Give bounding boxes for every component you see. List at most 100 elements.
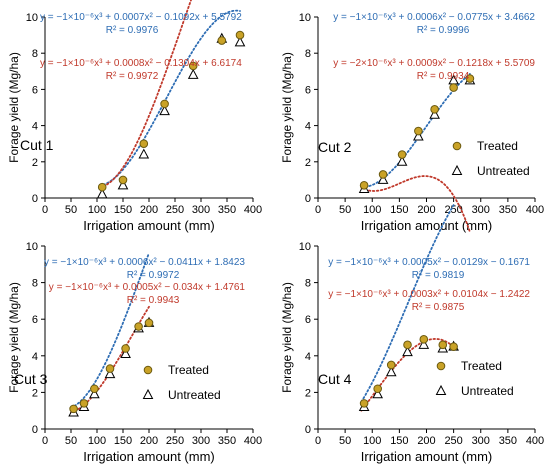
untreated-point	[385, 366, 397, 377]
treated-point	[105, 364, 115, 373]
x-tick-label: 0	[42, 204, 48, 216]
r2-red: R² = 0.9972	[106, 71, 159, 82]
x-tick-label: 250	[166, 435, 184, 447]
legend-untreated-marker	[142, 388, 154, 399]
x-tick-label: 350	[499, 204, 517, 216]
y-axis-label: Forage yield (Mg/ha)	[7, 52, 21, 163]
treated-point	[414, 126, 423, 136]
equation-blue: y = −1×10⁻⁶x³ + 0.0006x² − 0.0411x + 1.8…	[44, 257, 245, 268]
panel-label: Cut 2	[318, 139, 352, 155]
legend-treated-label: Treated	[461, 359, 502, 373]
treated-point	[121, 344, 130, 353]
y-tick-label: 4	[305, 351, 311, 363]
x-tick-label: 150	[390, 435, 408, 447]
legend-treated-label: Treated	[477, 139, 518, 153]
x-tick-label: 400	[244, 435, 262, 447]
legend-treated-label: Treated	[168, 363, 209, 377]
equation-red: y = −1×10⁻⁶x³ + 0.0008x² − 0.1304x + 6.6…	[40, 58, 242, 69]
y-tick-label: 0	[32, 424, 38, 436]
treated-point	[160, 99, 169, 109]
treated-point	[235, 30, 245, 40]
x-tick-label: 200	[140, 435, 158, 447]
x-tick-label: 300	[192, 204, 210, 216]
treated-point	[217, 36, 227, 45]
x-tick-label: 100	[88, 204, 106, 216]
fit-curve-red	[360, 175, 471, 233]
x-tick-label: 300	[472, 204, 490, 216]
r2-blue: R² = 0.9976	[106, 25, 159, 36]
treated-point	[386, 360, 396, 370]
y-tick-label: 10	[26, 241, 38, 253]
treated-point	[449, 342, 458, 351]
x-tick-label: 50	[65, 204, 77, 216]
y-tick-label: 10	[26, 12, 38, 24]
equation-red: y = −2×10⁻⁶x³ + 0.0009x² − 0.1218x + 5.5…	[333, 58, 535, 69]
r2-red: R² = 0.9934	[417, 71, 470, 82]
y-tick-label: 8	[305, 48, 311, 60]
x-tick-label: 200	[417, 204, 435, 216]
untreated-point	[138, 148, 150, 159]
treated-point	[144, 318, 154, 328]
equation-blue: y = −1×10⁻⁶x³ + 0.0006x² − 0.0775x + 3.4…	[333, 12, 535, 23]
x-tick-label: 350	[218, 204, 236, 216]
y-tick-label: 4	[32, 121, 38, 133]
treated-point	[359, 181, 369, 190]
y-axis-label: Forage yield (Mg/ha)	[7, 282, 21, 393]
y-tick-label: 8	[305, 278, 311, 290]
x-tick-label: 350	[499, 435, 517, 447]
x-tick-label: 400	[526, 435, 544, 447]
fit-curve-blue	[98, 9, 241, 187]
r2-blue: R² = 0.9819	[412, 270, 465, 281]
x-tick-label: 50	[339, 204, 351, 216]
y-tick-label: 0	[305, 193, 311, 205]
x-axis-label: Irrigation amount (mm)	[83, 449, 214, 464]
equation-red: y = −1×10⁻⁶x³ + 0.0003x² + 0.0104x − 1.2…	[328, 289, 530, 300]
x-tick-label: 50	[339, 435, 351, 447]
equation-blue: y = −1×10⁻⁶x³ + 0.0005x² − 0.0129x − 0.1…	[328, 257, 530, 268]
y-tick-label: 2	[305, 387, 311, 399]
untreated-point	[89, 388, 100, 399]
untreated-point	[402, 346, 413, 357]
treated-point	[403, 340, 412, 350]
x-tick-label: 250	[166, 204, 184, 216]
r2-red: R² = 0.9943	[127, 295, 180, 306]
y-tick-label: 4	[305, 121, 311, 133]
y-tick-label: 8	[32, 278, 38, 290]
treated-point	[430, 105, 439, 114]
legend-treated-marker	[436, 361, 446, 371]
x-tick-label: 350	[218, 435, 236, 447]
treated-point	[79, 399, 89, 408]
panel-label: Cut 4	[318, 371, 352, 387]
untreated-point	[120, 347, 131, 358]
x-axis-label: Irrigation amount (mm)	[361, 449, 492, 464]
y-tick-label: 6	[305, 314, 311, 326]
legend-untreated-label: Untreated	[477, 164, 530, 178]
chart-panel-2: 0 50 100 150 200 250 300 350 4000246810Irrigatio…	[280, 12, 544, 233]
y-tick-label: 10	[299, 241, 311, 253]
x-tick-label: 400	[244, 204, 262, 216]
r2-blue: R² = 0.9972	[127, 270, 180, 281]
y-tick-label: 2	[32, 387, 38, 399]
r2-blue: R² = 0.9996	[417, 25, 470, 36]
legend-untreated-label: Untreated	[461, 384, 514, 398]
y-tick-label: 10	[299, 12, 311, 24]
chart-panel-3: 0 50 100 150 200 250 300 350 400 0 2 4 6 8 10 Irrigatio…	[7, 241, 262, 464]
y-tick-label: 0	[32, 193, 38, 205]
y-tick-label: 6	[32, 314, 38, 326]
treated-point	[378, 170, 388, 179]
legend-treated-marker	[143, 365, 153, 375]
treated-point	[97, 182, 107, 192]
x-tick-label: 250	[444, 435, 462, 447]
untreated-point	[413, 130, 424, 141]
legend-untreated-marker	[435, 384, 447, 395]
legend-treated-marker	[452, 141, 462, 151]
x-tick-label: 400	[526, 204, 544, 216]
fit-curve-blue	[70, 252, 150, 409]
x-tick-label: 150	[114, 435, 132, 447]
fit-curve-blue	[360, 204, 455, 403]
untreated-point	[377, 173, 389, 184]
untreated-point	[372, 388, 384, 399]
untreated-point	[96, 188, 108, 199]
x-tick-label: 200	[140, 204, 158, 216]
y-tick-label: 6	[32, 84, 38, 96]
